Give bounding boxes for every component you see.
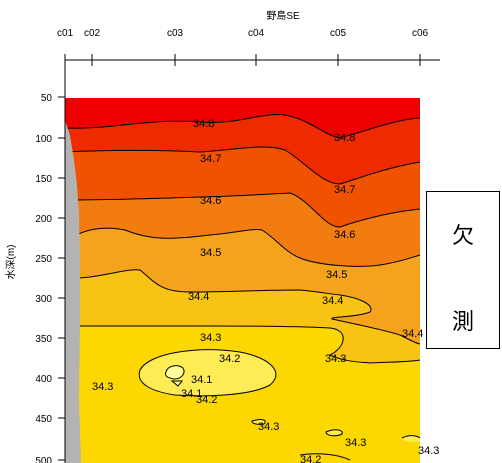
contour-lines [64, 114, 421, 461]
contour-label: 34.5 [326, 269, 347, 281]
contour-label: 34.6 [200, 195, 221, 207]
chart-title: 野島SE [266, 9, 300, 22]
contour-line-5 [65, 325, 421, 364]
depth-tick-label: 50 [41, 93, 53, 104]
contour-label: 34.3 [418, 445, 439, 457]
depth-tick-label: 200 [35, 214, 52, 225]
contour-label: 34.1 [181, 388, 202, 400]
fill-patch-1 [252, 419, 266, 425]
contour-label: 34.3 [92, 381, 113, 393]
contour-line-1 [64, 146, 421, 185]
contour-label: 34.2 [219, 353, 240, 365]
contour-line-11 [401, 435, 421, 439]
contour-fill [65, 98, 420, 463]
station-label: c06 [412, 28, 429, 39]
contour-line-4 [64, 269, 421, 345]
contour-label: 34.3 [325, 353, 346, 365]
station-label: c04 [248, 28, 265, 39]
missing-data-box: 欠 測 [426, 191, 500, 349]
contour-label: 34.2 [300, 454, 321, 463]
band-34.1 [139, 349, 276, 396]
contour-label: 34.8 [193, 118, 214, 130]
contour-labels: 34.8 34.8 34.7 34.7 34.6 34.6 34.5 34.5 34.4 34.4… [92, 118, 439, 463]
contour-label: 34.8 [334, 132, 355, 144]
station-label: c05 [330, 28, 347, 39]
contour-line-9 [251, 419, 266, 425]
depth-tick-label: 100 [35, 134, 52, 145]
station-label: c01 [57, 28, 74, 39]
contour-label: 34.5 [200, 247, 221, 259]
depth-tick-label: 350 [35, 334, 52, 345]
seafloor-bottom [65, 120, 81, 463]
y-axis-label: 水深(m) [5, 245, 17, 280]
contour-label: 34.1 [191, 374, 212, 386]
band-34.0 [165, 365, 184, 379]
contour-label: 34.3 [258, 421, 279, 433]
contour-line-0 [64, 114, 421, 139]
contour-label: 34.4 [322, 295, 343, 307]
contour-line-2 [64, 192, 421, 228]
station-ticks: c01 c02 c03 c04 c05 c06 [57, 28, 429, 66]
contour-label: 34.4 [188, 291, 209, 303]
fill-patch-2 [326, 429, 343, 436]
depth-tick-label: 250 [35, 254, 52, 265]
station-label: c03 [167, 28, 184, 39]
contour-label: 34.3 [345, 437, 366, 449]
depth-tick-label: 500 [35, 456, 52, 463]
depth-ticks: 50 100 150 200 250 300 350 400 450 500 [35, 93, 65, 463]
contour-label: 34.2 [196, 394, 217, 406]
missing-label-2: 測 [451, 310, 474, 335]
contour-line-8 [170, 380, 184, 387]
fill-patch-3 [402, 435, 420, 442]
depth-tick-label: 400 [35, 374, 52, 385]
contour-label: 34.7 [200, 153, 221, 165]
contour-line-12 [299, 453, 351, 461]
depth-tick-label: 150 [35, 174, 52, 185]
contour-line-6 [138, 349, 277, 397]
contour-line-10 [325, 429, 343, 437]
missing-label-1: 欠 [451, 224, 474, 249]
contour-label: 34.6 [334, 229, 355, 241]
depth-tick-label: 450 [35, 414, 52, 425]
contour-label: 34.7 [334, 184, 355, 196]
station-label: c02 [84, 28, 101, 39]
contour-line-3 [64, 227, 421, 267]
contour-label: 34.4 [402, 328, 423, 340]
contour-line-7 [165, 365, 185, 380]
depth-tick-label: 300 [35, 294, 52, 305]
axes: c01 c02 c03 c04 c05 c06 50 100 150 200 250 300 350 4… [5, 9, 440, 463]
contour-label: 34.3 [200, 332, 221, 344]
fill-patch-0 [172, 381, 182, 386]
